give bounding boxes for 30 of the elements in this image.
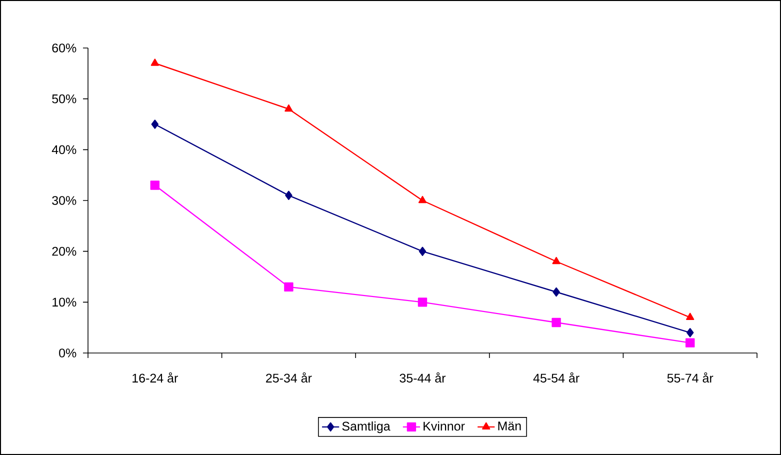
x-tick-label: 55-74 år bbox=[667, 372, 714, 383]
point bbox=[151, 120, 159, 129]
legend-label: Samtliga bbox=[342, 421, 390, 434]
point bbox=[418, 246, 426, 256]
point bbox=[686, 338, 695, 348]
point bbox=[686, 312, 694, 320]
y-tick-label: 0% bbox=[59, 348, 76, 358]
legend-label: Kvinnor bbox=[424, 421, 465, 431]
x-tick-label: 16-24 år bbox=[132, 372, 178, 383]
point bbox=[150, 58, 159, 66]
point bbox=[418, 196, 427, 204]
point bbox=[552, 318, 561, 328]
point bbox=[418, 298, 428, 307]
point bbox=[150, 180, 160, 190]
y-tick-label: 20% bbox=[52, 246, 76, 256]
point bbox=[284, 282, 294, 292]
legend-label: Män bbox=[498, 422, 521, 430]
y-tick-label: 50% bbox=[52, 94, 76, 104]
x-tick-label: 45-54 år bbox=[533, 372, 580, 383]
point bbox=[552, 256, 560, 264]
x-tick-label: 35-44 år bbox=[400, 372, 446, 383]
point bbox=[285, 190, 292, 200]
point bbox=[686, 328, 694, 338]
y-tick-label: 40% bbox=[52, 145, 76, 154]
point bbox=[284, 104, 293, 112]
x-tick-label: 25-34 år bbox=[266, 372, 312, 383]
y-tick-label: 10% bbox=[52, 298, 76, 307]
point bbox=[552, 287, 560, 297]
y-tick-label: 60% bbox=[52, 44, 76, 52]
y-tick-label: 30% bbox=[52, 196, 76, 205]
